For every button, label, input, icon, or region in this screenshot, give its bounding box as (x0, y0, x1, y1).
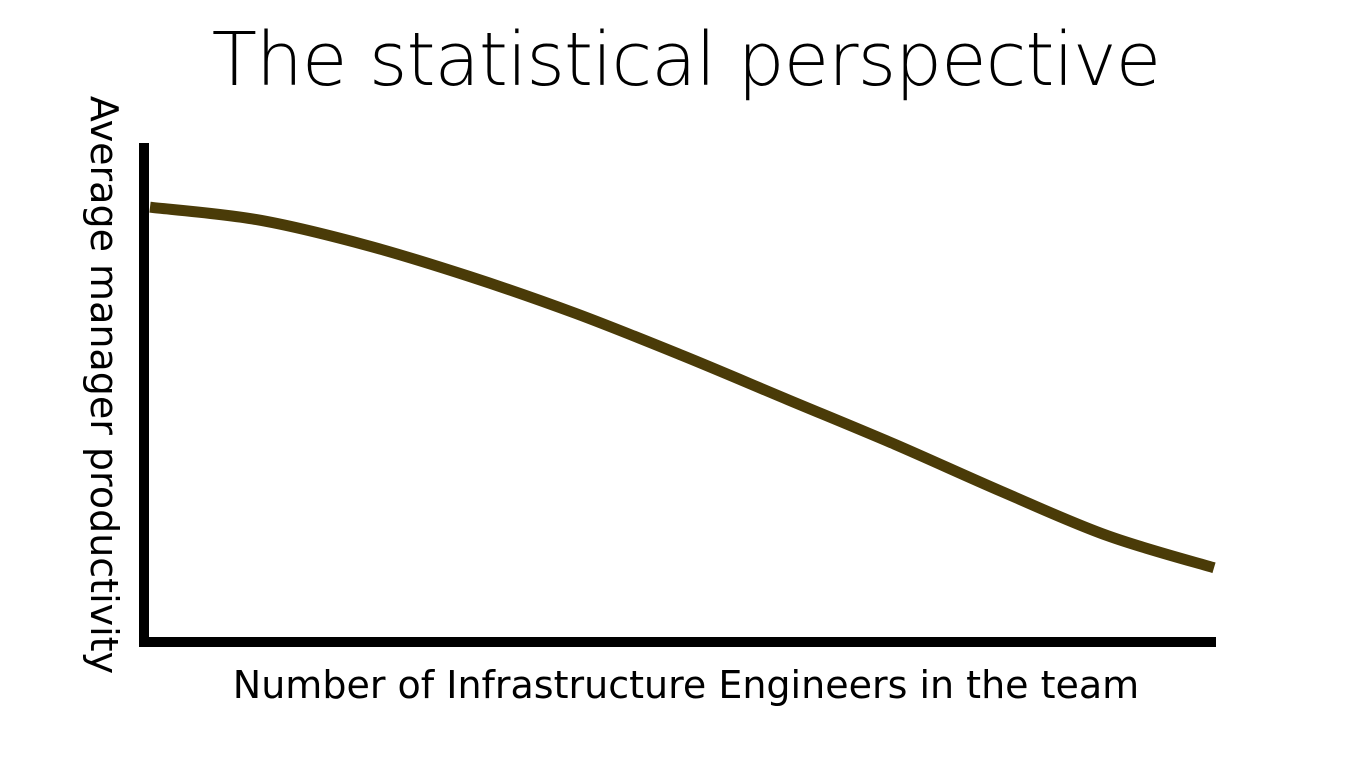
chart-title: The statistical perspective (211, 17, 1161, 103)
series-layer (149, 201, 1216, 574)
y-axis-label: Average manager productivity (82, 96, 126, 674)
x-axis-label: Number of Infrastructure Engineers in th… (233, 663, 1139, 707)
series-line-0 (149, 201, 1216, 574)
